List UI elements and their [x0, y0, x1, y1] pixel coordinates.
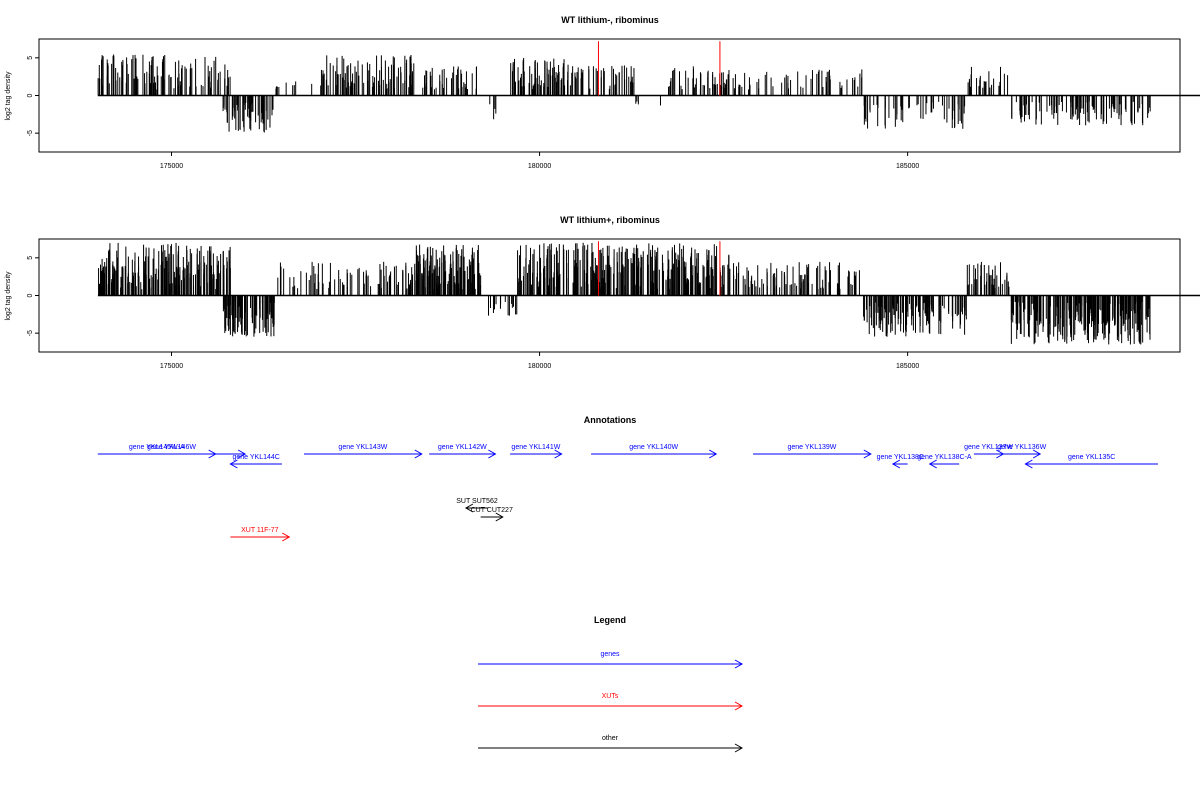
annotation-feature: gene YKL138C [877, 454, 924, 469]
annotation-feature: gene YKL139W [753, 444, 872, 459]
annotation-feature: CUT CUT227 [471, 507, 513, 522]
arrow-head [488, 449, 497, 459]
legend-label: XUTs [602, 693, 619, 700]
arrow-head [1024, 459, 1033, 469]
bar-series [97, 241, 1200, 345]
x-tick-label: 175000 [160, 163, 183, 170]
feature-label: gene YKL139W [787, 444, 836, 451]
annotation-feature: gene YKL143W [304, 444, 423, 459]
annotation-feature: gene YKL138C-A [917, 454, 972, 469]
arrow-head [1032, 449, 1042, 459]
feature-label: gene YKL145W-A [129, 444, 185, 451]
bar-series [97, 41, 1200, 133]
chart-panel-lithium-minus: WT lithium-, ribominus log2 tag density … [5, 15, 1200, 170]
arrow-head [708, 449, 718, 459]
y-axis-label: log2 tag density [5, 271, 12, 321]
chart-title: WT lithium+, ribominus [560, 215, 660, 225]
feature-label: gene YKL135C [1068, 454, 1115, 461]
feature-label: CUT CUT227 [471, 507, 513, 514]
feature-label: gene YKL138C-A [917, 454, 972, 461]
chart-title: WT lithium-, ribominus [561, 15, 659, 25]
annotation-feature: gene YKL144C [229, 454, 282, 469]
legend-item: other [478, 735, 744, 753]
arrow-head [229, 459, 238, 469]
x-tick-label: 180000 [528, 163, 551, 170]
annotation-feature: SUT SUT562 [456, 498, 498, 513]
y-tick-label: 0 [27, 293, 34, 297]
annotation-feature: gene YKL142W [429, 444, 497, 459]
y-tick-label: 5 [27, 56, 34, 60]
x-tick-label: 185000 [896, 163, 919, 170]
annotations-title: Annotations [584, 415, 637, 425]
arrow-head [734, 659, 744, 669]
x-tick-label: 175000 [160, 363, 183, 370]
feature-label: gene YKL146W [147, 444, 196, 451]
feature-label: SUT SUT562 [456, 498, 498, 505]
annotation-feature: gene YKL145W-A [97, 444, 217, 459]
annotation-feature: XUT 11F-77 [230, 527, 291, 542]
feature-label: gene YKL141W [511, 444, 560, 451]
arrow-head [414, 449, 423, 459]
legend-item: genes [478, 651, 744, 669]
annotation-feature: gene YKL136W [997, 444, 1047, 459]
legend-label: other [602, 735, 619, 742]
arrow-head [734, 743, 744, 753]
feature-label: gene YKL140W [629, 444, 678, 451]
arrow-head [891, 459, 901, 469]
arrow-head [863, 449, 872, 459]
feature-label: XUT 11F-77 [241, 527, 279, 534]
x-tick-label: 185000 [896, 363, 919, 370]
legend-title: Legend [594, 615, 626, 625]
feature-label: gene YKL136W [997, 444, 1046, 451]
feature-label: gene YKL137W [964, 444, 1013, 451]
y-tick-label: 5 [27, 256, 34, 260]
y-tick-label: -5 [27, 330, 34, 336]
feature-label: gene YKL142W [438, 444, 487, 451]
annotation-feature: gene YKL135C [1024, 454, 1158, 469]
arrow-head [208, 449, 217, 459]
feature-label: gene YKL144C [232, 454, 279, 461]
y-axis-label: log2 tag density [5, 71, 12, 121]
arrow-head [464, 503, 474, 513]
axes: 175000 180000 185000 5 0 -5 [27, 256, 919, 370]
legend-item: XUTs [478, 693, 744, 711]
arrow-head [734, 701, 744, 711]
y-tick-label: 0 [27, 93, 34, 97]
annotation-feature: gene YKL141W [510, 444, 563, 459]
arrow-head [282, 532, 291, 542]
chart-panel-lithium-plus: WT lithium+, ribominus log2 tag density … [5, 215, 1200, 370]
arrow-head [928, 459, 937, 469]
arrow-head [554, 449, 563, 459]
legend: Legend genes XUTs other [478, 615, 744, 753]
feature-label: gene YKL138C [877, 454, 924, 461]
legend-items: genes XUTs other [478, 651, 744, 753]
annotation-feature: gene YKL140W [591, 444, 718, 459]
arrow-head [237, 449, 247, 459]
x-tick-label: 180000 [528, 363, 551, 370]
y-tick-label: -5 [27, 130, 34, 136]
feature-label: gene YKL143W [338, 444, 387, 451]
legend-label: genes [600, 651, 620, 658]
axes: 175000 180000 185000 5 0 -5 [27, 56, 919, 170]
arrow-head [495, 512, 504, 522]
